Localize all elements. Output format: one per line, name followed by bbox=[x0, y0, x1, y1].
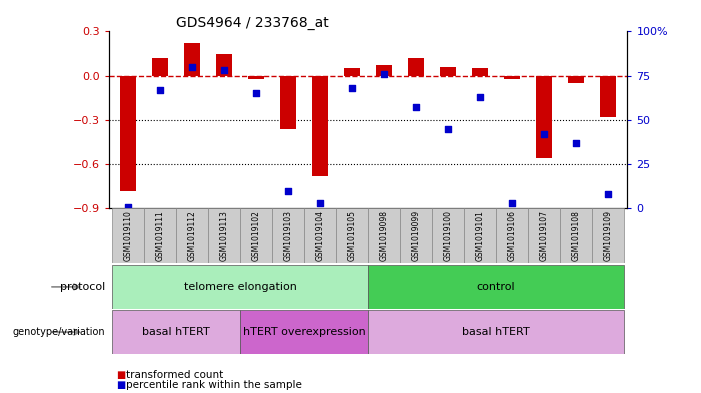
Text: basal hTERT: basal hTERT bbox=[142, 327, 210, 337]
Text: genotype/variation: genotype/variation bbox=[13, 327, 105, 337]
Bar bbox=[304, 208, 336, 263]
Text: GSM1019109: GSM1019109 bbox=[604, 210, 613, 261]
Text: GSM1019112: GSM1019112 bbox=[187, 210, 196, 261]
Text: GSM1019099: GSM1019099 bbox=[411, 210, 421, 261]
Bar bbox=[240, 208, 272, 263]
Bar bbox=[472, 68, 488, 75]
Bar bbox=[400, 208, 432, 263]
Text: GSM1019102: GSM1019102 bbox=[252, 210, 261, 261]
Bar bbox=[408, 58, 424, 75]
Point bbox=[475, 94, 486, 100]
Point bbox=[186, 64, 198, 70]
Text: GSM1019110: GSM1019110 bbox=[123, 210, 132, 261]
Bar bbox=[240, 310, 368, 354]
Bar bbox=[368, 265, 624, 309]
Text: GSM1019111: GSM1019111 bbox=[156, 210, 165, 261]
Point bbox=[314, 200, 325, 206]
Text: hTERT overexpression: hTERT overexpression bbox=[243, 327, 365, 337]
Bar bbox=[336, 208, 368, 263]
Point bbox=[250, 90, 261, 96]
Text: GSM1019104: GSM1019104 bbox=[315, 210, 325, 261]
Bar bbox=[496, 208, 528, 263]
Text: control: control bbox=[477, 282, 515, 292]
Bar bbox=[528, 208, 560, 263]
Text: GSM1019113: GSM1019113 bbox=[219, 210, 229, 261]
Bar bbox=[504, 75, 520, 79]
Bar bbox=[280, 75, 296, 129]
Bar bbox=[592, 208, 624, 263]
Bar bbox=[112, 310, 240, 354]
Point bbox=[283, 187, 294, 194]
Point bbox=[538, 131, 550, 137]
Bar bbox=[248, 75, 264, 79]
Point bbox=[507, 200, 518, 206]
Text: ■: ■ bbox=[116, 370, 125, 380]
Point bbox=[154, 86, 165, 93]
Bar bbox=[152, 58, 168, 75]
Text: percentile rank within the sample: percentile rank within the sample bbox=[126, 380, 302, 390]
Text: ■: ■ bbox=[116, 380, 125, 390]
Point bbox=[346, 85, 358, 91]
Text: basal hTERT: basal hTERT bbox=[462, 327, 530, 337]
Text: GSM1019098: GSM1019098 bbox=[379, 210, 388, 261]
Point bbox=[218, 67, 229, 73]
Point bbox=[442, 125, 454, 132]
Bar bbox=[536, 75, 552, 158]
Text: transformed count: transformed count bbox=[126, 370, 224, 380]
Point bbox=[122, 204, 133, 210]
Bar bbox=[368, 208, 400, 263]
Bar bbox=[464, 208, 496, 263]
Bar bbox=[120, 75, 136, 191]
Bar bbox=[184, 43, 200, 75]
Bar bbox=[376, 65, 392, 75]
Text: GDS4964 / 233768_at: GDS4964 / 233768_at bbox=[176, 17, 329, 30]
Text: protocol: protocol bbox=[60, 282, 105, 292]
Bar bbox=[208, 208, 240, 263]
Text: GSM1019103: GSM1019103 bbox=[283, 210, 292, 261]
Bar bbox=[112, 265, 368, 309]
Bar bbox=[272, 208, 304, 263]
Point bbox=[571, 140, 582, 146]
Point bbox=[603, 191, 614, 197]
Bar bbox=[368, 310, 624, 354]
Bar bbox=[344, 68, 360, 75]
Bar bbox=[568, 75, 584, 83]
Bar bbox=[312, 75, 328, 176]
Bar bbox=[600, 75, 616, 117]
Text: GSM1019108: GSM1019108 bbox=[571, 210, 580, 261]
Point bbox=[379, 71, 390, 77]
Text: GSM1019100: GSM1019100 bbox=[444, 210, 453, 261]
Text: GSM1019105: GSM1019105 bbox=[348, 210, 357, 261]
Bar bbox=[432, 208, 464, 263]
Bar bbox=[176, 208, 208, 263]
Bar bbox=[216, 53, 232, 75]
Text: GSM1019106: GSM1019106 bbox=[508, 210, 517, 261]
Text: GSM1019107: GSM1019107 bbox=[540, 210, 549, 261]
Bar bbox=[440, 67, 456, 75]
Bar bbox=[144, 208, 176, 263]
Point bbox=[411, 104, 422, 111]
Bar bbox=[112, 208, 144, 263]
Text: telomere elongation: telomere elongation bbox=[184, 282, 297, 292]
Text: GSM1019101: GSM1019101 bbox=[475, 210, 484, 261]
Bar bbox=[560, 208, 592, 263]
